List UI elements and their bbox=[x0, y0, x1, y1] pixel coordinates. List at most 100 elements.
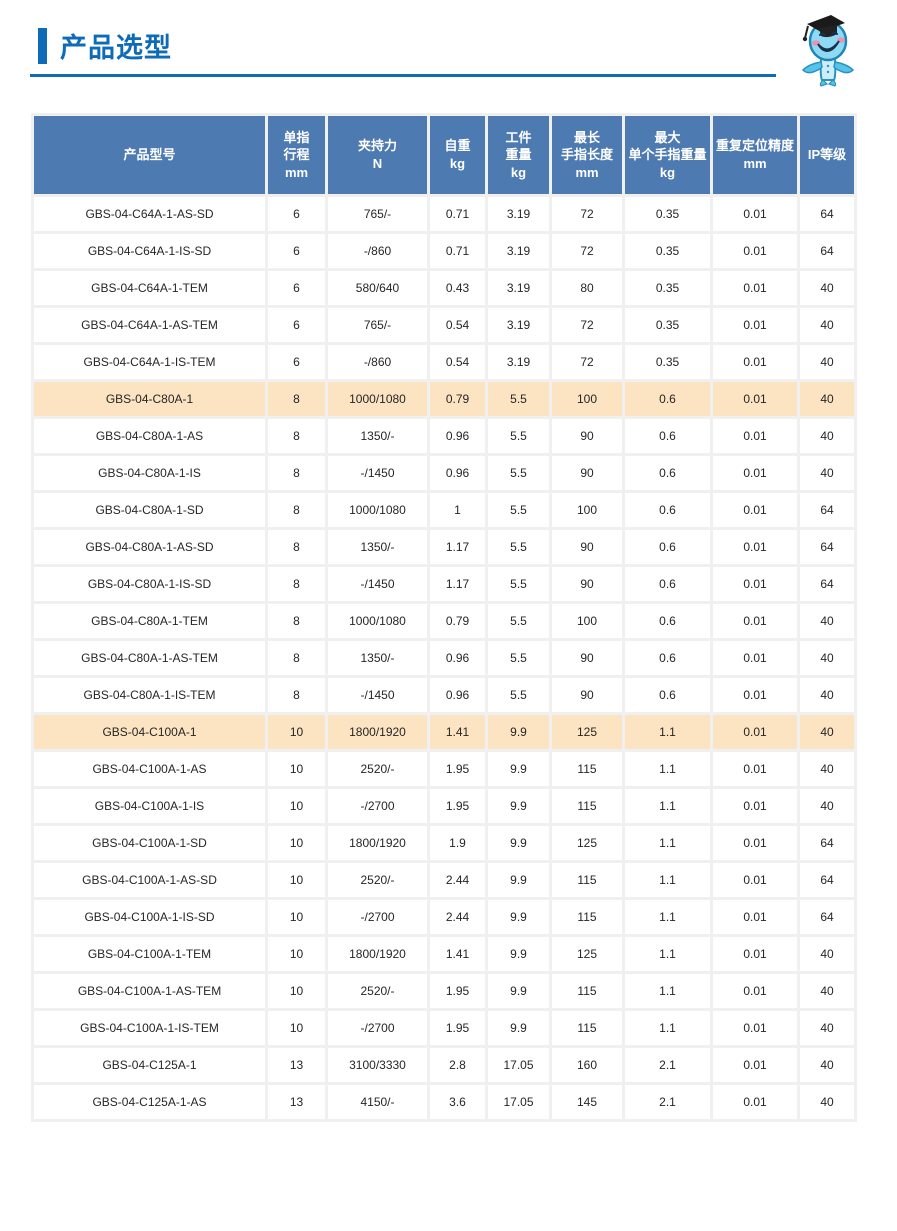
cell-max-finger-length: 90 bbox=[552, 419, 622, 453]
cell-workpiece-weight: 5.5 bbox=[488, 641, 549, 675]
table-row: GBS-04-C80A-1-IS 8 -/1450 0.96 5.5 90 0.… bbox=[34, 456, 854, 490]
cell-clamping-force: 580/640 bbox=[328, 271, 427, 305]
cell-max-finger-length: 125 bbox=[552, 715, 622, 749]
cell-max-single-finger-weight: 0.35 bbox=[625, 234, 710, 268]
cell-model: GBS-04-C125A-1-AS bbox=[34, 1085, 265, 1119]
cell-ip-rating: 40 bbox=[800, 308, 854, 342]
cell-clamping-force: -/2700 bbox=[328, 1011, 427, 1045]
cell-ip-rating: 40 bbox=[800, 1048, 854, 1082]
col-header-model: 产品型号 bbox=[34, 116, 265, 194]
cell-self-weight: 0.79 bbox=[430, 604, 485, 638]
cell-model: GBS-04-C80A-1-AS-TEM bbox=[34, 641, 265, 675]
robot-graduate-mascot-icon bbox=[801, 15, 855, 87]
cell-ip-rating: 40 bbox=[800, 382, 854, 416]
cell-workpiece-weight: 9.9 bbox=[488, 900, 549, 934]
cell-self-weight: 2.44 bbox=[430, 863, 485, 897]
cell-model: GBS-04-C80A-1-IS-SD bbox=[34, 567, 265, 601]
cell-model: GBS-04-C64A-1-IS-TEM bbox=[34, 345, 265, 379]
table-row: GBS-04-C100A-1 10 1800/1920 1.41 9.9 125… bbox=[34, 715, 854, 749]
cell-max-single-finger-weight: 0.6 bbox=[625, 567, 710, 601]
cell-repeat-accuracy: 0.01 bbox=[713, 345, 797, 379]
cell-workpiece-weight: 3.19 bbox=[488, 197, 549, 231]
table-row: GBS-04-C100A-1-IS 10 -/2700 1.95 9.9 115… bbox=[34, 789, 854, 823]
cell-workpiece-weight: 5.5 bbox=[488, 678, 549, 712]
cell-clamping-force: 1350/- bbox=[328, 530, 427, 564]
cell-repeat-accuracy: 0.01 bbox=[713, 604, 797, 638]
cell-self-weight: 1.95 bbox=[430, 789, 485, 823]
table-row: GBS-04-C125A-1-AS 13 4150/- 3.6 17.05 14… bbox=[34, 1085, 854, 1119]
table-row: GBS-04-C100A-1-IS-SD 10 -/2700 2.44 9.9 … bbox=[34, 900, 854, 934]
cell-max-finger-length: 72 bbox=[552, 345, 622, 379]
cell-max-single-finger-weight: 1.1 bbox=[625, 974, 710, 1008]
table-row: GBS-04-C100A-1-AS 10 2520/- 1.95 9.9 115… bbox=[34, 752, 854, 786]
cell-self-weight: 2.8 bbox=[430, 1048, 485, 1082]
cell-ip-rating: 64 bbox=[800, 863, 854, 897]
cell-max-finger-length: 72 bbox=[552, 234, 622, 268]
page-title: 产品选型 bbox=[60, 33, 172, 63]
cell-repeat-accuracy: 0.01 bbox=[713, 308, 797, 342]
table-row: GBS-04-C80A-1-TEM 8 1000/1080 0.79 5.5 1… bbox=[34, 604, 854, 638]
cell-repeat-accuracy: 0.01 bbox=[713, 530, 797, 564]
cell-workpiece-weight: 5.5 bbox=[488, 493, 549, 527]
cell-repeat-accuracy: 0.01 bbox=[713, 789, 797, 823]
cell-max-finger-length: 100 bbox=[552, 382, 622, 416]
cell-self-weight: 0.54 bbox=[430, 345, 485, 379]
col-header-max-finger-length: 最长 手指长度 mm bbox=[552, 116, 622, 194]
cell-repeat-accuracy: 0.01 bbox=[713, 567, 797, 601]
cell-ip-rating: 40 bbox=[800, 271, 854, 305]
cell-clamping-force: 1000/1080 bbox=[328, 382, 427, 416]
table-row: GBS-04-C64A-1-IS-TEM 6 -/860 0.54 3.19 7… bbox=[34, 345, 854, 379]
cell-single-finger-stroke: 8 bbox=[268, 456, 325, 490]
cell-workpiece-weight: 5.5 bbox=[488, 530, 549, 564]
cell-clamping-force: -/1450 bbox=[328, 456, 427, 490]
cell-ip-rating: 64 bbox=[800, 826, 854, 860]
cell-ip-rating: 40 bbox=[800, 789, 854, 823]
cell-repeat-accuracy: 0.01 bbox=[713, 271, 797, 305]
cell-clamping-force: 2520/- bbox=[328, 752, 427, 786]
cell-model: GBS-04-C64A-1-AS-TEM bbox=[34, 308, 265, 342]
cell-max-single-finger-weight: 0.35 bbox=[625, 308, 710, 342]
cell-max-finger-length: 90 bbox=[552, 456, 622, 490]
cell-max-single-finger-weight: 1.1 bbox=[625, 715, 710, 749]
table-row: GBS-04-C100A-1-TEM 10 1800/1920 1.41 9.9… bbox=[34, 937, 854, 971]
cell-single-finger-stroke: 6 bbox=[268, 234, 325, 268]
cell-clamping-force: 2520/- bbox=[328, 863, 427, 897]
cell-max-single-finger-weight: 0.6 bbox=[625, 604, 710, 638]
cell-ip-rating: 40 bbox=[800, 974, 854, 1008]
cell-model: GBS-04-C80A-1-TEM bbox=[34, 604, 265, 638]
cell-workpiece-weight: 9.9 bbox=[488, 937, 549, 971]
cell-workpiece-weight: 9.9 bbox=[488, 1011, 549, 1045]
table-row: GBS-04-C100A-1-AS-SD 10 2520/- 2.44 9.9 … bbox=[34, 863, 854, 897]
cell-ip-rating: 40 bbox=[800, 678, 854, 712]
cell-self-weight: 0.71 bbox=[430, 234, 485, 268]
cell-model: GBS-04-C64A-1-AS-SD bbox=[34, 197, 265, 231]
cell-single-finger-stroke: 6 bbox=[268, 271, 325, 305]
table-row: GBS-04-C64A-1-AS-TEM 6 765/- 0.54 3.19 7… bbox=[34, 308, 854, 342]
cell-max-single-finger-weight: 0.35 bbox=[625, 197, 710, 231]
cell-repeat-accuracy: 0.01 bbox=[713, 678, 797, 712]
cell-max-single-finger-weight: 1.1 bbox=[625, 826, 710, 860]
cell-max-finger-length: 90 bbox=[552, 641, 622, 675]
cell-ip-rating: 64 bbox=[800, 530, 854, 564]
cell-clamping-force: 1800/1920 bbox=[328, 715, 427, 749]
cell-repeat-accuracy: 0.01 bbox=[713, 752, 797, 786]
table-row: GBS-04-C80A-1 8 1000/1080 0.79 5.5 100 0… bbox=[34, 382, 854, 416]
cell-max-finger-length: 80 bbox=[552, 271, 622, 305]
cell-self-weight: 0.96 bbox=[430, 456, 485, 490]
cell-workpiece-weight: 5.5 bbox=[488, 382, 549, 416]
cell-clamping-force: 1000/1080 bbox=[328, 493, 427, 527]
cell-single-finger-stroke: 8 bbox=[268, 493, 325, 527]
table-body: GBS-04-C64A-1-AS-SD 6 765/- 0.71 3.19 72… bbox=[34, 197, 854, 1119]
cell-clamping-force: 2520/- bbox=[328, 974, 427, 1008]
cell-workpiece-weight: 5.5 bbox=[488, 567, 549, 601]
cell-ip-rating: 64 bbox=[800, 493, 854, 527]
cell-single-finger-stroke: 8 bbox=[268, 530, 325, 564]
cell-single-finger-stroke: 6 bbox=[268, 197, 325, 231]
cell-single-finger-stroke: 10 bbox=[268, 715, 325, 749]
table-row: GBS-04-C100A-1-SD 10 1800/1920 1.9 9.9 1… bbox=[34, 826, 854, 860]
cell-max-finger-length: 90 bbox=[552, 530, 622, 564]
cell-workpiece-weight: 5.5 bbox=[488, 456, 549, 490]
cell-max-single-finger-weight: 1.1 bbox=[625, 900, 710, 934]
cell-model: GBS-04-C125A-1 bbox=[34, 1048, 265, 1082]
cell-clamping-force: -/1450 bbox=[328, 567, 427, 601]
